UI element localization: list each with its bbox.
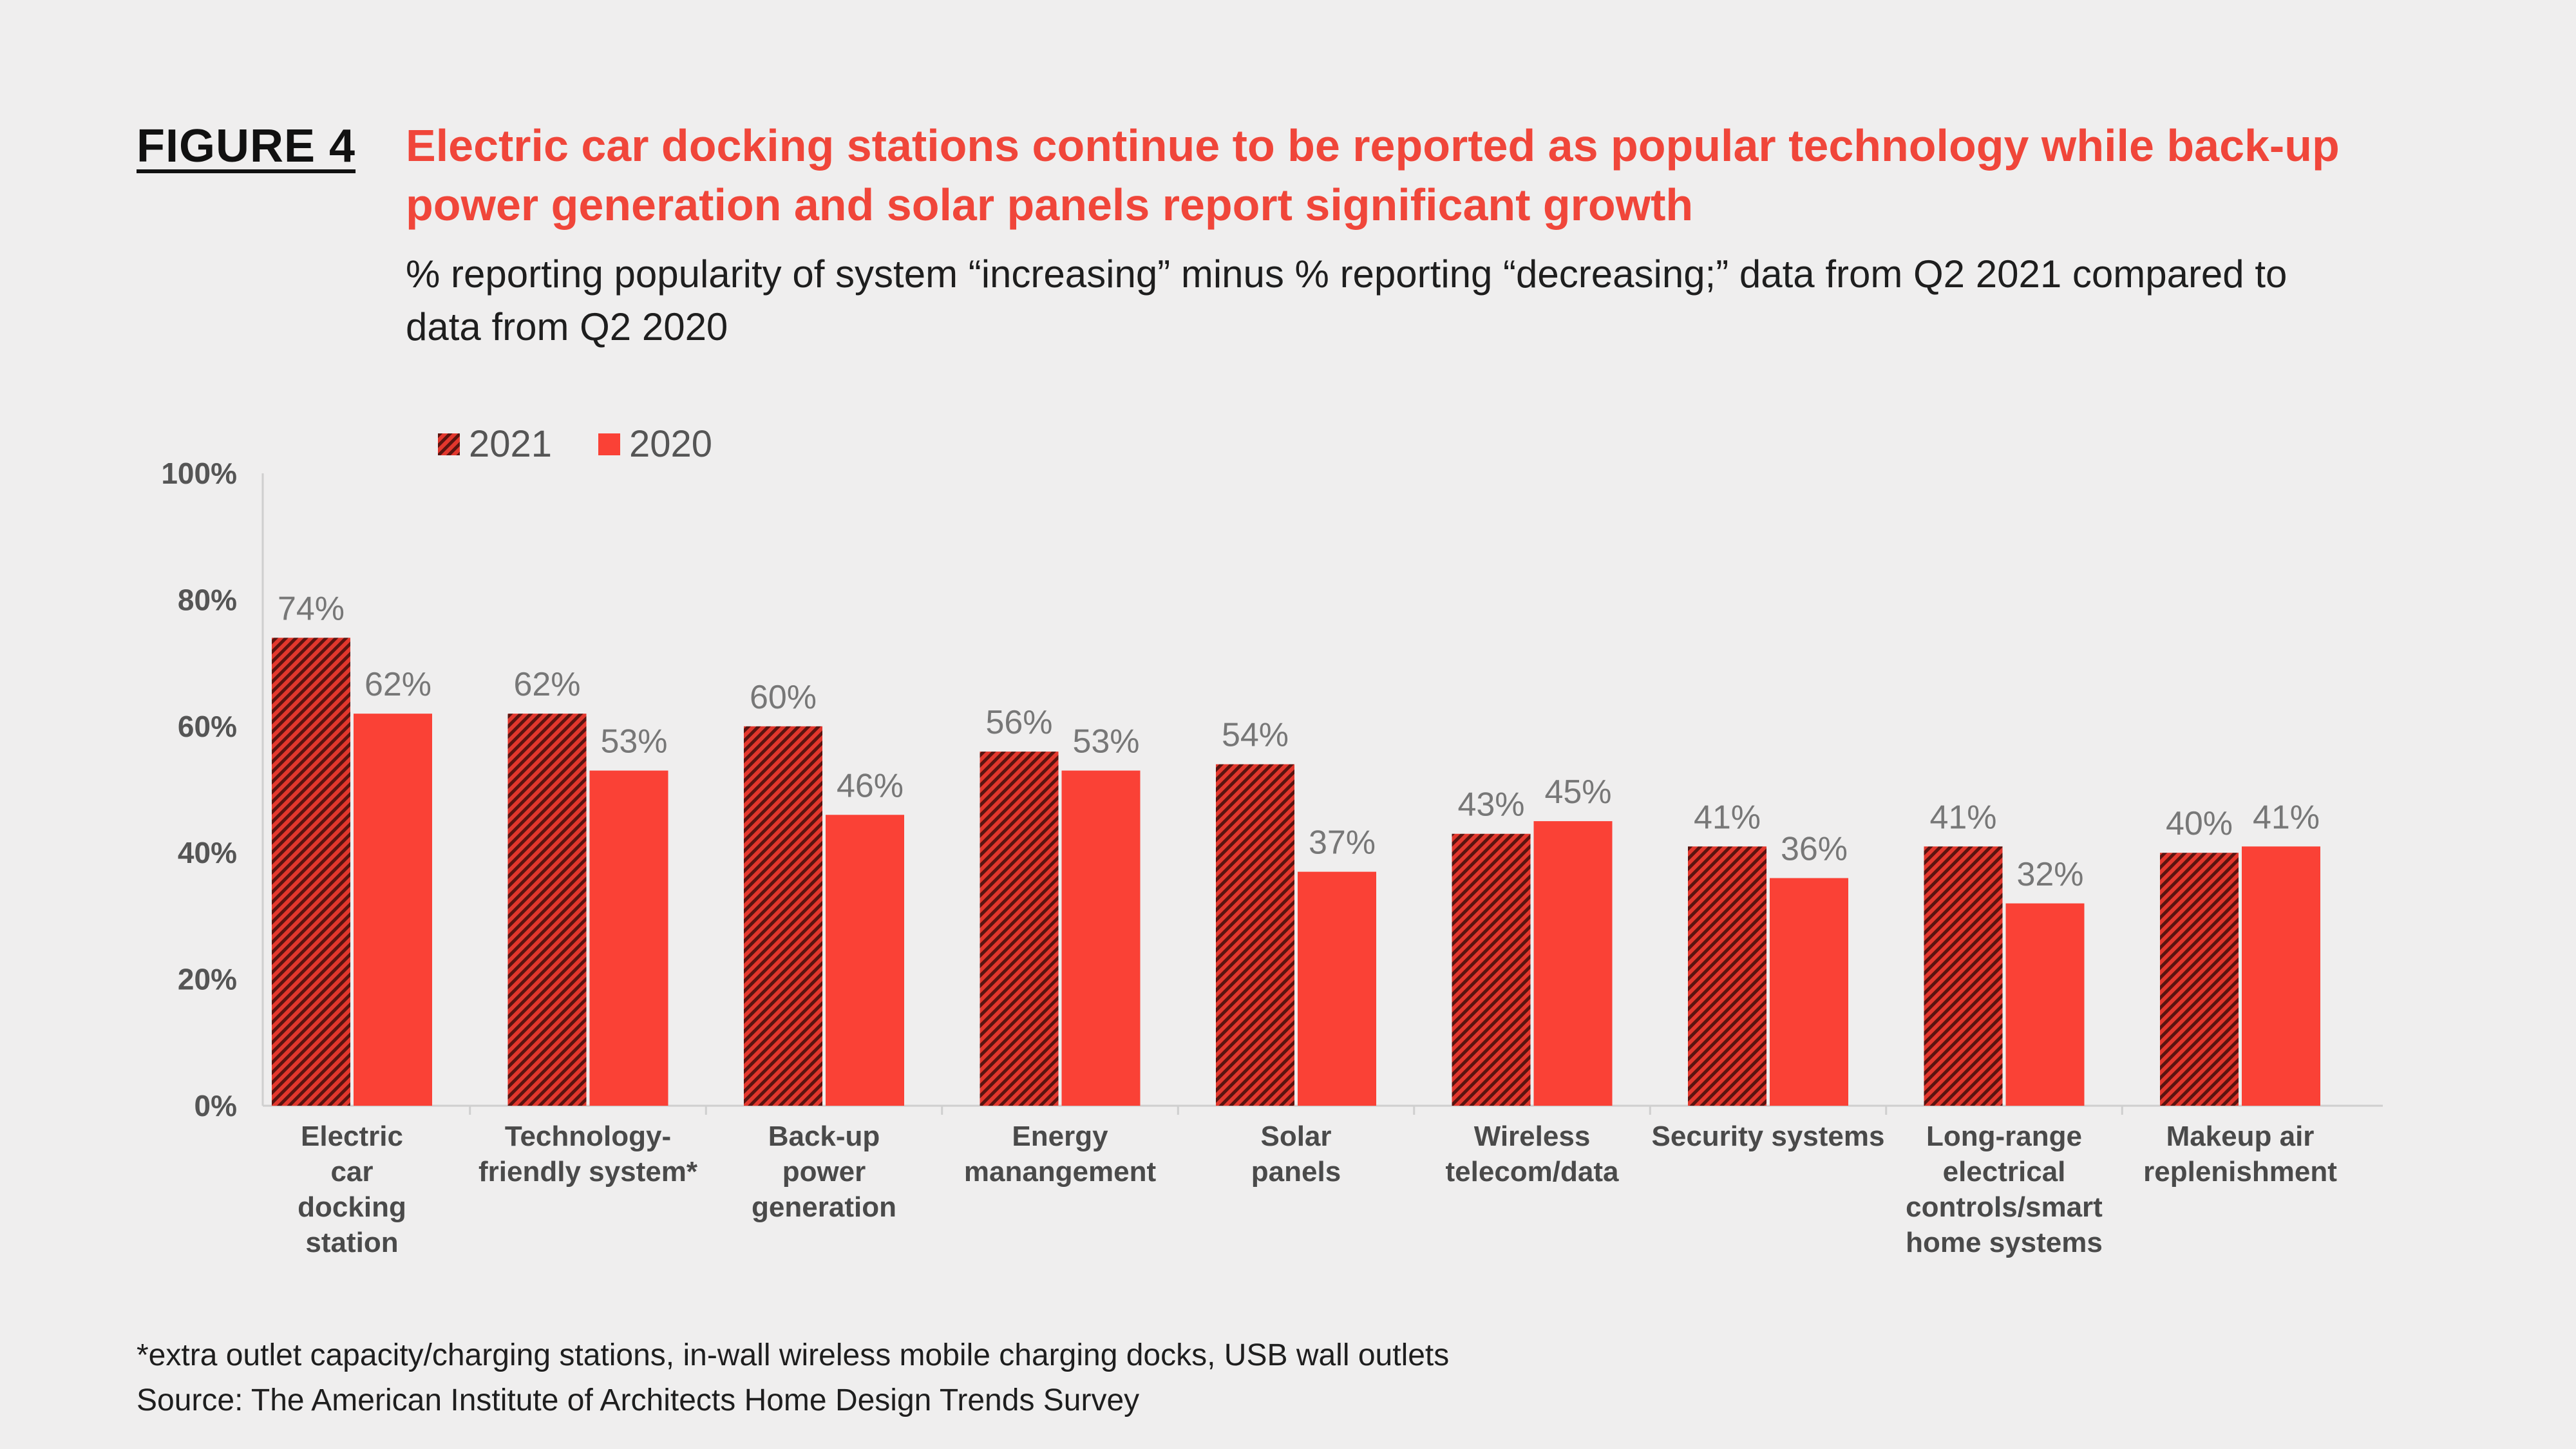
legend-label-2021: 2021 (469, 423, 553, 465)
chart-subtitle: % reporting popularity of system “increa… (406, 252, 2287, 348)
x-category-label: Technology-friendly system* (478, 1121, 698, 1188)
legend-item-2020: 2020 (598, 422, 712, 466)
data-label-2020: 41% (2253, 799, 2320, 836)
bar-2021-5 (1452, 833, 1531, 1106)
x-category-label: Electric car docking station (298, 1121, 406, 1258)
y-tick-label: 60% (178, 710, 237, 743)
x-category-label: Long-range electrical controls/smart home s… (1906, 1121, 2103, 1258)
bar-2020-3 (1061, 770, 1141, 1106)
x-category-label: Solar panels (1251, 1121, 1341, 1188)
data-label-2020: 36% (1781, 830, 1848, 867)
bar-2020-2 (826, 815, 904, 1106)
data-label-2020: 37% (1309, 824, 1376, 862)
y-tick-label: 40% (178, 836, 237, 869)
bar-2021-7 (1924, 846, 2003, 1106)
data-label-2020: 53% (1072, 723, 1139, 761)
data-label-2020: 62% (365, 666, 431, 703)
y-tick-label: 100% (161, 457, 237, 490)
footnote: *extra outlet capacity/charging stations… (137, 1338, 1450, 1372)
legend: 2021 2020 (438, 422, 712, 466)
data-label-2021: 41% (1694, 799, 1761, 836)
legend-item-2021: 2021 (438, 422, 552, 466)
bar-2021-4 (1216, 764, 1294, 1106)
x-category-label: Security systems (1652, 1121, 1885, 1152)
legend-swatch-2020 (598, 433, 621, 455)
bar-2020-5 (1533, 821, 1613, 1106)
data-label-2021: 56% (985, 704, 1052, 741)
x-category-label: Makeup air replenishment (2143, 1121, 2337, 1188)
data-label-2020: 45% (1544, 773, 1611, 811)
data-label-2020: 46% (837, 767, 904, 804)
y-tick-label: 0% (194, 1089, 237, 1122)
source-note: Source: The American Institute of Archit… (137, 1383, 1140, 1417)
bar-chart: 0% 20% 40% 60% 80% 100% 74% 62% Electric car dock… (161, 457, 2383, 1258)
data-label-2020: 32% (2016, 856, 2083, 893)
y-tick-label: 20% (178, 963, 237, 996)
data-label-2021: 60% (750, 679, 817, 716)
bar-2020-4 (1298, 871, 1376, 1106)
data-label-2021: 40% (2166, 805, 2233, 842)
x-category-label: Energy manangement (964, 1121, 1157, 1188)
bar-2021-3 (980, 752, 1059, 1106)
bar-2021-8 (2160, 853, 2239, 1106)
bar-2020-8 (2242, 846, 2320, 1106)
footnotes: *extra outlet capacity/charging stations… (137, 1333, 1449, 1423)
figure-label: FIGURE 4 (137, 120, 356, 172)
bar-2021-6 (1688, 846, 1766, 1106)
x-category-label: Wireless telecom/data (1446, 1121, 1620, 1188)
bar-2020-7 (2005, 903, 2085, 1106)
legend-swatch-2021 (438, 433, 460, 455)
bar-2021-2 (744, 726, 822, 1106)
data-label-2020: 53% (600, 723, 667, 761)
x-category-label: Back-up power generation (752, 1121, 896, 1223)
bar-2021-1 (507, 714, 587, 1106)
bar-2021-0 (272, 638, 350, 1106)
bar-2020-1 (589, 770, 668, 1106)
data-label-2021: 62% (513, 666, 580, 703)
data-label-2021: 43% (1457, 786, 1524, 824)
bar-2020-0 (354, 714, 432, 1106)
legend-label-2020: 2020 (629, 423, 713, 465)
data-label-2021: 54% (1222, 717, 1289, 754)
y-tick-label: 80% (178, 583, 237, 616)
data-label-2021: 41% (1929, 799, 1996, 836)
bar-2020-6 (1770, 878, 1848, 1106)
data-label-2021: 74% (278, 590, 345, 627)
chart-title: Electric car docking stations continue t… (406, 120, 2340, 230)
